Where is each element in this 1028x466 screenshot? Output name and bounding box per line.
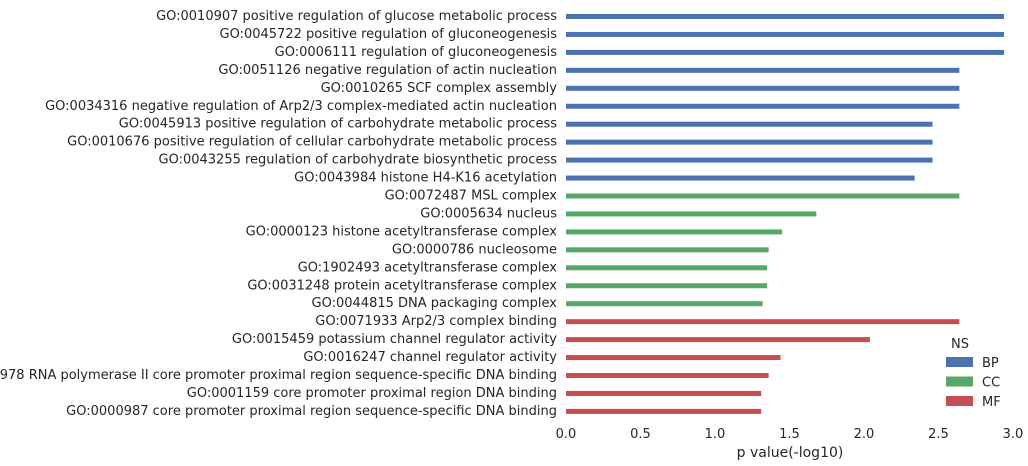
term-label: GO:0005634 nucleus [420, 206, 557, 221]
term-label: GO:0000123 histone acetyltransferase com… [246, 224, 558, 239]
bar [566, 373, 769, 378]
term-label: GO:0072487 MSL complex [385, 189, 558, 204]
bar [566, 408, 762, 414]
bar [566, 49, 1005, 55]
bar [566, 337, 870, 343]
bar [566, 390, 762, 396]
term-labels: GO:0010907 positive regulation of glucos… [0, 9, 557, 419]
bar [566, 139, 933, 145]
term-label: GO:0015459 potassium channel regulator a… [232, 332, 557, 347]
bar [566, 283, 768, 289]
term-label: GO:0006111 regulation of gluconeogenesis [275, 45, 558, 60]
legend-label: BP [982, 356, 999, 371]
term-label: GO:0051126 negative regulation of actin … [218, 63, 557, 78]
x-tick-label: 3.0 [1003, 427, 1024, 442]
bar [566, 31, 1005, 37]
bar [566, 14, 1005, 19]
bar [566, 211, 817, 217]
term-label: GO:0031248 protein acetyltransferase com… [247, 278, 557, 293]
x-axis-title: p value(-log10) [737, 445, 844, 461]
term-label: GO:0043255 regulation of carbohydrate bi… [159, 153, 558, 168]
term-label: GO:0045913 positive regulation of carboh… [119, 117, 557, 132]
bar [566, 121, 933, 127]
term-label: GO:0010676 positive regulation of cellul… [67, 135, 557, 150]
bar [566, 265, 768, 271]
bar [566, 193, 960, 199]
term-label: GO:0010907 positive regulation of glucos… [156, 9, 557, 24]
term-label: GO:0045722 positive regulation of glucon… [220, 27, 558, 42]
term-label: GO:0071933 Arp2/3 complex binding [315, 314, 557, 329]
term-label: GO:0010265 SCF complex assembly [321, 81, 558, 96]
bar [566, 175, 915, 181]
legend-title: NS [951, 337, 969, 352]
legend: NS BP CC MF [946, 337, 1001, 410]
bars [566, 14, 1005, 414]
legend-label: CC [982, 376, 1000, 391]
legend-swatch [946, 357, 973, 367]
bar [566, 103, 960, 109]
bar [566, 355, 781, 361]
term-label: GO:0000987 core promoter proximal region… [66, 404, 557, 419]
x-tick-label: 1.0 [705, 427, 726, 442]
legend-label: MF [982, 395, 1001, 410]
term-label: GO:0034316 negative regulation of Arp2/3… [45, 99, 557, 114]
bar [566, 85, 960, 91]
x-axis: p value(-log10) 0.0 0.5 1.0 1.5 2.0 2.5 3.0 [556, 427, 1024, 461]
bar [566, 247, 769, 253]
x-tick-label: 0.0 [556, 427, 577, 442]
term-label: GO:0016247 channel regulator activity [303, 350, 557, 365]
term-label: GO:1902493 acetyltransferase complex [298, 260, 558, 275]
bar [566, 67, 960, 73]
legend-swatch [946, 376, 973, 387]
x-tick-label: 0.5 [630, 427, 651, 442]
term-label: GO:0000978 RNA polymerase II core promot… [0, 368, 557, 383]
term-label: GO:0043984 histone H4-K16 acetylation [294, 171, 557, 186]
x-tick-label: 2.5 [928, 427, 949, 442]
x-tick-label: 2.0 [854, 427, 875, 442]
bar [566, 229, 783, 235]
bar [566, 319, 960, 325]
term-label: GO:0000786 nucleosome [392, 242, 557, 257]
term-label: GO:0044815 DNA packaging complex [312, 296, 558, 311]
legend-swatch [946, 396, 973, 406]
x-tick-label: 1.5 [779, 427, 800, 442]
term-label: GO:0001159 core promoter proximal region… [187, 386, 557, 401]
bar [566, 157, 933, 163]
bar [566, 301, 763, 307]
